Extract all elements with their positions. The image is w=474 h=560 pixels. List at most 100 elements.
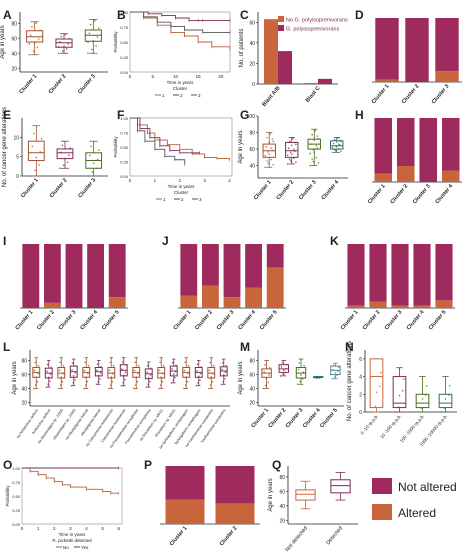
data-point (159, 361, 161, 364)
legend-label: 3 (199, 197, 202, 202)
boxplot-panel-e: 0 5 10 No. of cancer gene alterations Cluste… (2, 107, 108, 199)
data-point (109, 384, 112, 386)
data-point (315, 156, 318, 159)
data-point (293, 148, 295, 151)
data-point (149, 380, 151, 383)
data-point (71, 369, 73, 371)
data-point (267, 381, 269, 384)
data-point (75, 365, 77, 367)
data-point (59, 384, 62, 386)
data-point (374, 405, 377, 407)
data-point (58, 167, 61, 170)
main-legend: Not altered Altered (372, 478, 457, 520)
y-tick-label: 0.00 (12, 522, 21, 527)
bar-not-altered (435, 18, 459, 72)
x-tick-label: Cluster 3 (412, 183, 432, 205)
data-point (271, 138, 274, 140)
y-tick-label: 80 (249, 131, 255, 137)
data-point (50, 366, 52, 369)
stacked-bar-panel-j: Cluster 1 Cluster 2 Cluster 3 Cluster 4 Clus… (173, 244, 286, 331)
x-tick-label: Cluster 1 (169, 525, 189, 547)
data-point (172, 373, 175, 375)
bar-not-altered (347, 244, 365, 306)
data-point (263, 371, 266, 373)
x-tick-label: Cluster 3 (77, 177, 97, 199)
data-point (172, 379, 174, 382)
data-point (74, 372, 77, 374)
data-point (339, 144, 341, 147)
data-point (294, 141, 296, 144)
data-point (58, 369, 61, 372)
boxplot-panel-n: 0 2 4 6 No. of cancer gene alterations 0 -10 … (347, 341, 457, 447)
x-tick-label: Cluster 3 (298, 179, 318, 201)
data-point (334, 145, 337, 147)
x-tick-label: 10 -100 rp.p.b. (379, 413, 402, 439)
data-point (332, 142, 335, 145)
data-point (61, 380, 64, 383)
data-point (262, 387, 265, 390)
data-point (184, 384, 187, 386)
data-point (74, 379, 76, 381)
data-point (209, 361, 211, 364)
x-tick-label: Cluster 1 (20, 177, 40, 199)
data-point (145, 386, 148, 388)
data-point (32, 50, 35, 52)
y-tick-label: 40 (249, 164, 255, 170)
x-tick-label: Cluster 2 (219, 525, 239, 547)
data-point (289, 151, 292, 154)
x-tick-label: no Acidovorax defluvii (16, 408, 39, 439)
y-tick-label: 0.25 (120, 160, 129, 165)
data-point (134, 384, 137, 386)
data-point (313, 151, 316, 153)
data-point (39, 151, 42, 153)
box-2 (285, 141, 299, 158)
bar-not-altered (441, 118, 460, 171)
bar-altered (396, 166, 415, 182)
panel-label-i: I (3, 234, 6, 248)
legend-label: 3 (198, 93, 201, 98)
data-point (146, 371, 148, 374)
x-tick-label: 4 (85, 526, 88, 531)
data-point (108, 387, 110, 390)
panel-label-h: H (355, 108, 364, 122)
km-panel-o: 0.00 0.25 0.50 0.75 1.00 0 1 2 3 4 5 6 Probability Ti… (5, 466, 123, 550)
panel-label-e: E (3, 108, 11, 122)
data-point (402, 378, 405, 381)
legend-label: 2 (180, 93, 183, 98)
data-point (137, 364, 140, 367)
x-tick-label: Cluster 3 (216, 309, 236, 331)
data-point (222, 380, 224, 383)
data-point (31, 145, 34, 148)
bar-not-altered (65, 244, 83, 308)
data-point (109, 361, 111, 364)
x-tick-label: 2 (178, 178, 181, 183)
data-point (311, 133, 313, 136)
box-4 (438, 393, 453, 409)
plot-frame (129, 11, 231, 73)
data-point (264, 154, 266, 157)
data-point (58, 387, 60, 390)
data-point (303, 364, 305, 367)
data-point (86, 380, 89, 383)
data-point (36, 380, 39, 383)
data-point (332, 368, 334, 371)
box-2 (392, 376, 407, 409)
x-tick-label: Xanthomonas campestris (200, 408, 227, 444)
data-point (122, 374, 125, 377)
data-point (183, 387, 185, 390)
y-tick-label: 0 (16, 174, 19, 180)
data-point (98, 149, 100, 152)
x-tick-label: Cluster 4 (406, 309, 426, 332)
data-point (133, 387, 135, 390)
x-tick-label: 4 (228, 178, 231, 183)
data-point (46, 363, 49, 366)
y-tick-label: 80 (11, 21, 17, 27)
bar-not-altered (87, 244, 105, 308)
data-point (97, 374, 100, 377)
km-series-2 (130, 117, 200, 154)
y-tick-label: 20 (249, 401, 255, 407)
data-point (66, 161, 69, 164)
data-point (196, 363, 199, 366)
bar-altered (369, 301, 387, 308)
